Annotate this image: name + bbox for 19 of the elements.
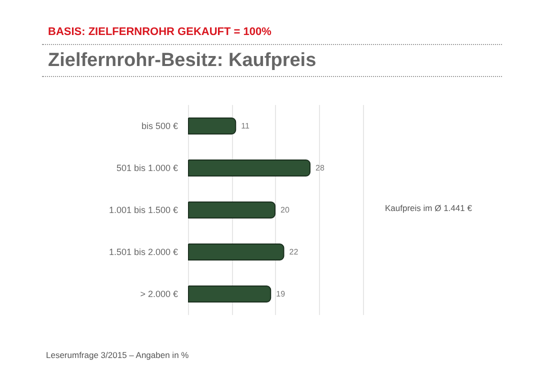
data-label: 19 (276, 290, 286, 298)
y-tick-label: > 2.000 € (140, 289, 178, 299)
chart-subtitle: BASIS: ZIELFERNROHR GEKAUFT = 100% (48, 26, 272, 38)
text: Leserumfrage 3/2015 – Angaben in % (46, 350, 189, 360)
bar (188, 118, 236, 134)
bar (188, 244, 284, 260)
y-tick-label: 1.501 bis 2.000 € (108, 247, 178, 257)
bar (188, 202, 276, 218)
chart-title: Zielfernrohr-Besitz: Kaufpreis (48, 50, 316, 72)
y-tick-label: bis 500 € (141, 121, 178, 131)
text: Kaufpreis im Ø 1.441 € (385, 203, 472, 213)
y-tick-label: 1.001 bis 1.500 € (108, 205, 178, 215)
y-tick-label: 501 bis 1.000 € (116, 163, 178, 173)
data-label: 28 (316, 164, 325, 172)
data-label: 22 (289, 248, 299, 256)
data-label: 20 (280, 206, 290, 214)
bar (188, 286, 272, 302)
bar (188, 160, 310, 176)
data-label: 11 (241, 122, 250, 130)
